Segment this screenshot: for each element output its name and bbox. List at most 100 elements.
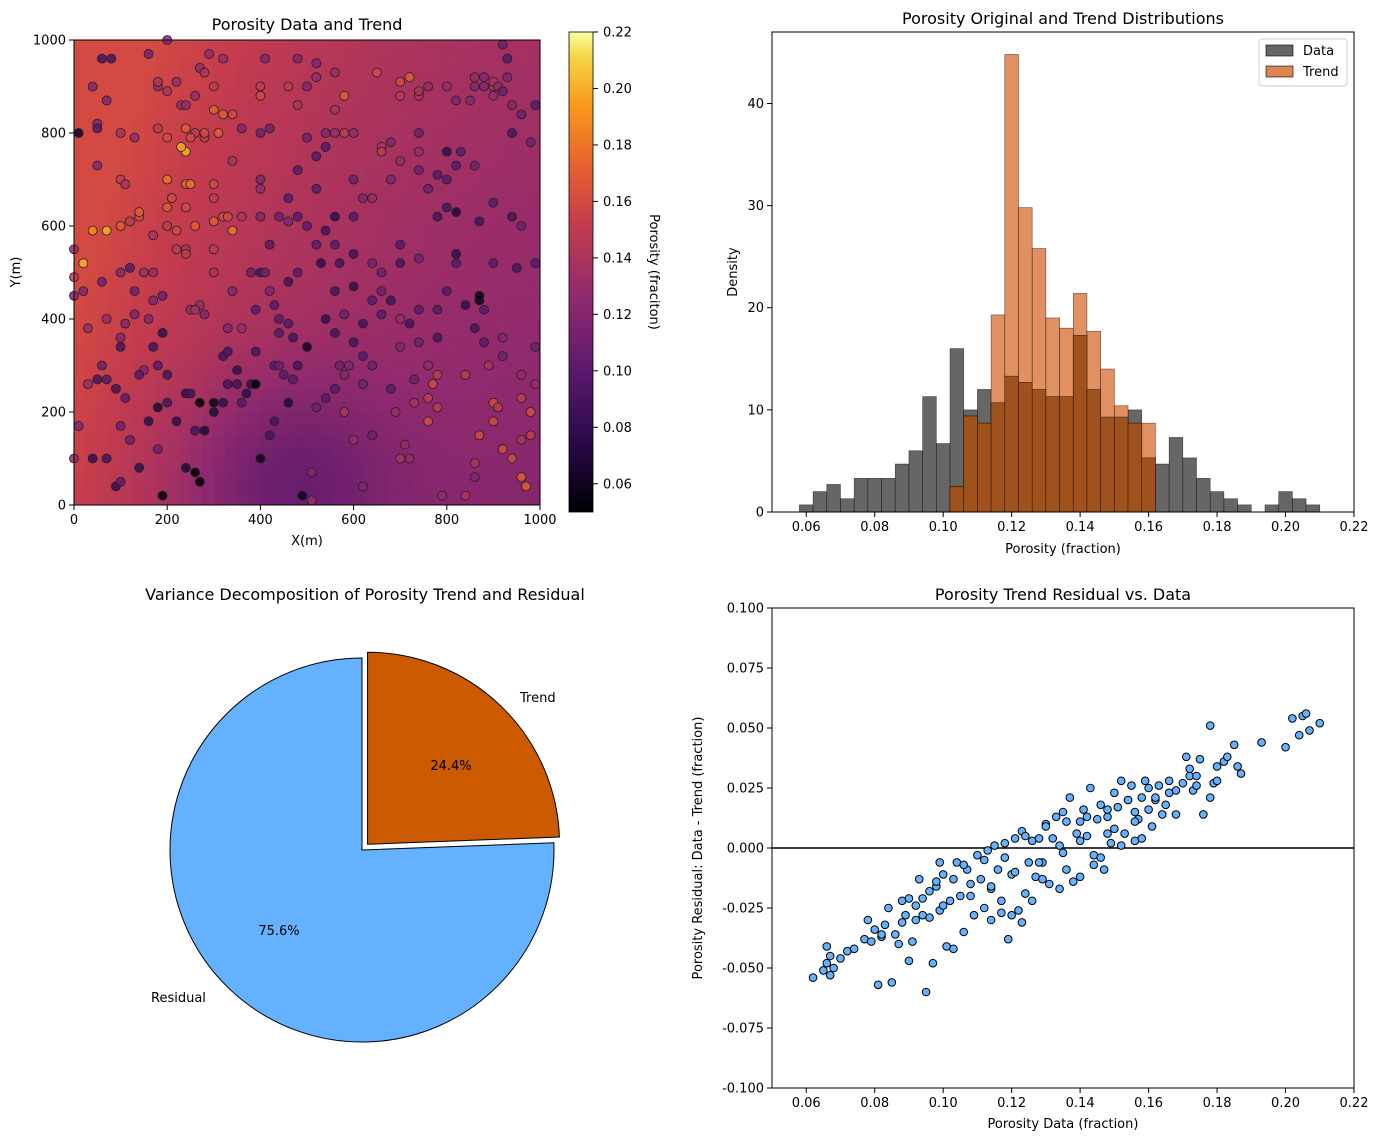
trend-cell	[376, 226, 390, 239]
trend-cell	[97, 435, 110, 448]
trend-cell	[97, 400, 110, 413]
colorbar-tick-label: 0.10	[603, 364, 632, 379]
trend-cell	[400, 353, 413, 367]
hist-xtick-label: 0.18	[1203, 520, 1232, 535]
trend-cell	[120, 63, 133, 76]
trend-cell	[446, 353, 460, 367]
trend-cell	[202, 319, 215, 332]
map-point	[274, 211, 284, 222]
trend-cell	[318, 86, 331, 99]
trend-cell	[178, 226, 192, 239]
trend-cell	[120, 493, 133, 505]
trend-cell	[155, 272, 168, 285]
scatter-point	[1257, 738, 1266, 747]
trend-cell	[423, 493, 436, 505]
trend-cell	[376, 86, 390, 99]
hist-xtick-label: 0.08	[860, 520, 889, 535]
trend-cell	[155, 51, 168, 64]
map-point	[78, 258, 89, 269]
trend-cell	[411, 191, 425, 204]
trend-cell	[400, 144, 413, 157]
legend-label-trend: Trend	[1302, 65, 1339, 80]
scatter-point	[1236, 769, 1246, 778]
trend-cell	[493, 144, 506, 157]
hist-bar-data	[936, 443, 951, 513]
trend-cell	[400, 493, 413, 505]
trend-cell	[283, 51, 296, 64]
trend-cell	[516, 446, 529, 460]
map-point	[292, 211, 303, 222]
map-point	[264, 239, 275, 250]
trend-cell	[85, 470, 98, 483]
trend-cell	[516, 167, 529, 181]
map-point	[432, 304, 443, 315]
hist-bar-data	[1168, 437, 1184, 513]
trend-cell	[272, 493, 285, 505]
trend-cell	[528, 144, 540, 157]
trend-cell	[423, 272, 436, 285]
trend-cell	[481, 144, 494, 157]
trend-cell	[132, 51, 145, 64]
trend-cell	[470, 63, 483, 76]
trend-cell	[178, 342, 192, 355]
trend-cell	[97, 133, 110, 146]
trend-cell	[155, 63, 168, 76]
trend-cell	[202, 435, 215, 448]
trend-cell	[143, 249, 157, 262]
trend-cell	[225, 63, 238, 76]
map-point	[451, 207, 462, 217]
trend-cell	[365, 156, 378, 169]
trend-cell	[178, 74, 192, 88]
map-point	[232, 365, 243, 376]
trend-cell	[155, 423, 168, 436]
trend-cell	[248, 481, 261, 494]
trend-cell	[505, 249, 518, 262]
trend-cell	[260, 342, 273, 355]
map-point	[367, 258, 378, 269]
map-point	[330, 239, 340, 250]
map-point	[497, 351, 508, 362]
trend-cell	[74, 98, 87, 111]
trend-cell	[330, 202, 343, 215]
trend-cell	[132, 144, 145, 157]
trend-cell	[307, 272, 320, 285]
trend-cell	[237, 493, 250, 505]
scatter-point	[1089, 860, 1099, 870]
scatter-point	[1038, 874, 1047, 884]
trend-cell	[481, 470, 494, 483]
trend-cell	[120, 249, 133, 262]
trend-cell	[132, 40, 145, 53]
scatter-point	[949, 874, 958, 884]
trend-cell	[237, 237, 250, 250]
map-point	[73, 421, 84, 431]
trend-cell	[85, 353, 98, 367]
trend-cell	[97, 412, 110, 425]
map-point	[497, 444, 508, 455]
hist-bar-overlap	[1004, 375, 1019, 513]
scatter-point	[887, 978, 897, 987]
scatter-point	[959, 860, 969, 870]
scatter-ylabel: Porosity Residual: Data - Trend (fractio…	[691, 717, 706, 980]
trend-cell	[528, 121, 540, 134]
scatter-point	[1185, 764, 1194, 774]
trend-cell	[143, 493, 157, 505]
trend-cell	[423, 237, 436, 250]
trend-cell	[481, 377, 494, 390]
trend-cell	[330, 295, 343, 308]
trend-cell	[167, 63, 180, 76]
trend-cell	[330, 319, 343, 332]
trend-cell	[74, 365, 87, 378]
trend-cell	[190, 435, 203, 448]
trend-cell	[458, 319, 471, 332]
scatter-point	[959, 927, 969, 937]
trend-cell	[120, 365, 133, 378]
colorbar-tick-label: 0.06	[603, 477, 632, 492]
trend-cell	[74, 156, 87, 169]
trend-cell	[74, 481, 87, 494]
trend-cell	[225, 435, 238, 448]
trend-cell	[470, 260, 483, 274]
scatter-point	[822, 942, 832, 951]
scatter-point	[1192, 781, 1201, 790]
trend-cell	[446, 412, 460, 425]
trend-cell	[248, 319, 261, 332]
